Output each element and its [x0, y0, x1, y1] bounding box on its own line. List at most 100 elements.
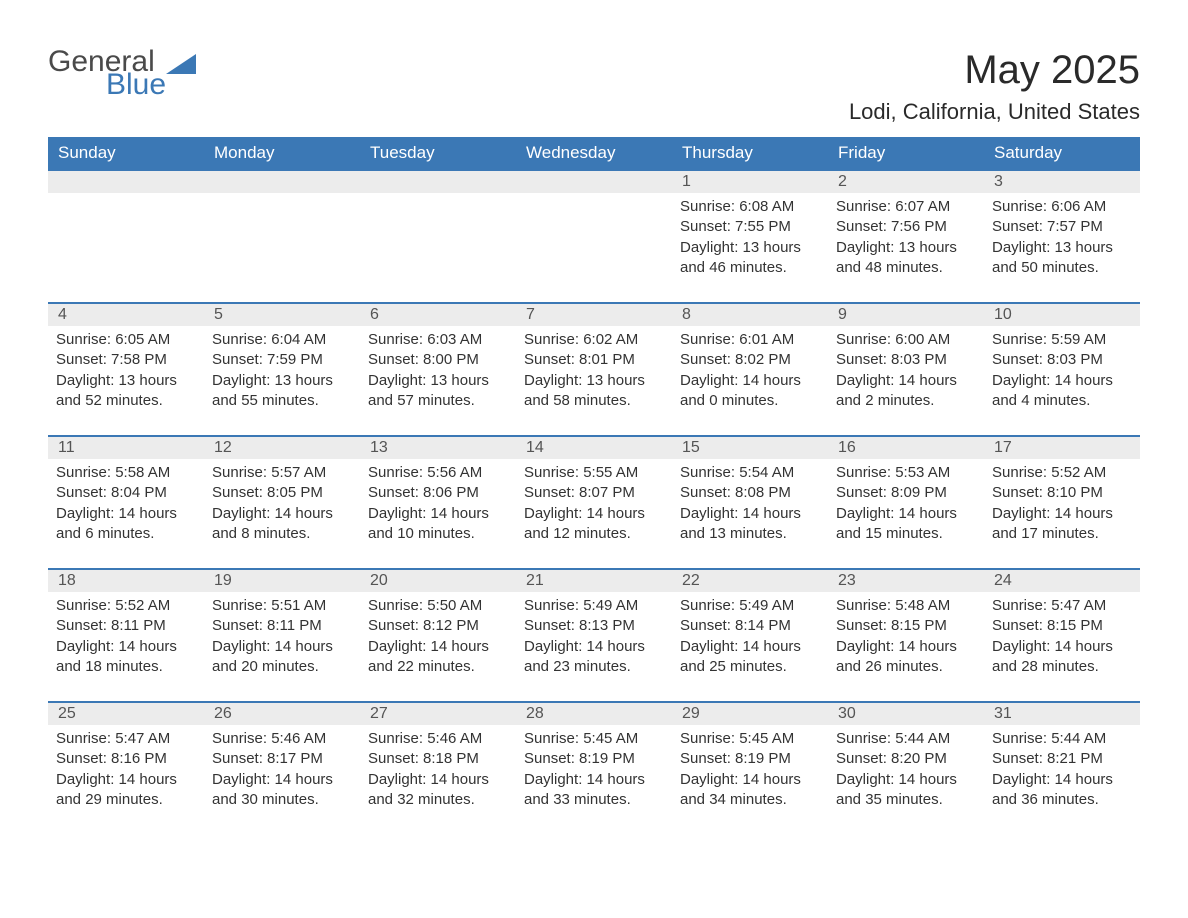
sunrise-line: Sunrise: 5:54 AM [680, 463, 820, 483]
day-number-cell: 22 [672, 569, 828, 592]
sunset-line: Sunset: 7:55 PM [680, 217, 820, 237]
sunset-line: Sunset: 8:11 PM [56, 616, 196, 636]
week-body-row: Sunrise: 5:58 AMSunset: 8:04 PMDaylight:… [48, 459, 1140, 569]
day-number-cell: 21 [516, 569, 672, 592]
day-body-cell [204, 193, 360, 303]
day-body-cell: Sunrise: 5:46 AMSunset: 8:17 PMDaylight:… [204, 725, 360, 835]
sunrise-line: Sunrise: 5:47 AM [992, 596, 1132, 616]
sunset-line: Sunset: 8:12 PM [368, 616, 508, 636]
sunrise-line: Sunrise: 5:49 AM [680, 596, 820, 616]
daylight-line: Daylight: 13 hours and 50 minutes. [992, 238, 1132, 279]
week-body-row: Sunrise: 6:05 AMSunset: 7:58 PMDaylight:… [48, 326, 1140, 436]
day-number-cell: 17 [984, 436, 1140, 459]
sunset-line: Sunset: 8:08 PM [680, 483, 820, 503]
daylight-line: Daylight: 13 hours and 57 minutes. [368, 371, 508, 412]
week-body-row: Sunrise: 5:47 AMSunset: 8:16 PMDaylight:… [48, 725, 1140, 835]
day-number-cell: 24 [984, 569, 1140, 592]
day-body-cell: Sunrise: 5:49 AMSunset: 8:14 PMDaylight:… [672, 592, 828, 702]
day-number-cell [204, 170, 360, 193]
logo: General Blue [48, 48, 202, 98]
sunrise-line: Sunrise: 5:55 AM [524, 463, 664, 483]
daylight-line: Daylight: 14 hours and 26 minutes. [836, 637, 976, 678]
daylight-line: Daylight: 14 hours and 35 minutes. [836, 770, 976, 811]
day-body-cell: Sunrise: 5:52 AMSunset: 8:10 PMDaylight:… [984, 459, 1140, 569]
day-number-cell: 19 [204, 569, 360, 592]
sunrise-line: Sunrise: 5:44 AM [992, 729, 1132, 749]
sunset-line: Sunset: 8:02 PM [680, 350, 820, 370]
day-number-cell: 25 [48, 702, 204, 725]
sunset-line: Sunset: 8:04 PM [56, 483, 196, 503]
sunrise-line: Sunrise: 6:01 AM [680, 330, 820, 350]
page-subtitle: Lodi, California, United States [849, 99, 1140, 125]
page-header: General Blue May 2025 Lodi, California, … [48, 48, 1140, 125]
day-number-cell: 1 [672, 170, 828, 193]
day-body-cell: Sunrise: 6:08 AMSunset: 7:55 PMDaylight:… [672, 193, 828, 303]
week-daynum-row: 25262728293031 [48, 702, 1140, 725]
day-body-cell [48, 193, 204, 303]
day-number-cell: 4 [48, 303, 204, 326]
logo-triangle-icon [166, 52, 202, 80]
sunset-line: Sunset: 8:13 PM [524, 616, 664, 636]
day-header-row: SundayMondayTuesdayWednesdayThursdayFrid… [48, 137, 1140, 170]
sunrise-line: Sunrise: 6:06 AM [992, 197, 1132, 217]
day-body-cell: Sunrise: 6:02 AMSunset: 8:01 PMDaylight:… [516, 326, 672, 436]
sunset-line: Sunset: 8:06 PM [368, 483, 508, 503]
daylight-line: Daylight: 13 hours and 48 minutes. [836, 238, 976, 279]
day-body-cell: Sunrise: 5:44 AMSunset: 8:20 PMDaylight:… [828, 725, 984, 835]
sunrise-line: Sunrise: 6:05 AM [56, 330, 196, 350]
day-number-cell: 11 [48, 436, 204, 459]
sunrise-line: Sunrise: 5:45 AM [524, 729, 664, 749]
daylight-line: Daylight: 14 hours and 34 minutes. [680, 770, 820, 811]
daylight-line: Daylight: 13 hours and 46 minutes. [680, 238, 820, 279]
day-number-cell: 28 [516, 702, 672, 725]
day-body-cell: Sunrise: 5:57 AMSunset: 8:05 PMDaylight:… [204, 459, 360, 569]
day-number-cell [360, 170, 516, 193]
day-number-cell: 8 [672, 303, 828, 326]
daylight-line: Daylight: 14 hours and 22 minutes. [368, 637, 508, 678]
daylight-line: Daylight: 14 hours and 13 minutes. [680, 504, 820, 545]
sunset-line: Sunset: 7:56 PM [836, 217, 976, 237]
sunset-line: Sunset: 7:57 PM [992, 217, 1132, 237]
day-number-cell: 15 [672, 436, 828, 459]
day-number-cell: 5 [204, 303, 360, 326]
sunrise-line: Sunrise: 5:57 AM [212, 463, 352, 483]
day-header: Tuesday [360, 137, 516, 170]
daylight-line: Daylight: 14 hours and 30 minutes. [212, 770, 352, 811]
daylight-line: Daylight: 14 hours and 6 minutes. [56, 504, 196, 545]
sunset-line: Sunset: 8:18 PM [368, 749, 508, 769]
sunset-line: Sunset: 8:09 PM [836, 483, 976, 503]
week-body-row: Sunrise: 5:52 AMSunset: 8:11 PMDaylight:… [48, 592, 1140, 702]
day-number-cell: 23 [828, 569, 984, 592]
sunrise-line: Sunrise: 5:49 AM [524, 596, 664, 616]
day-body-cell: Sunrise: 5:55 AMSunset: 8:07 PMDaylight:… [516, 459, 672, 569]
week-daynum-row: 18192021222324 [48, 569, 1140, 592]
sunset-line: Sunset: 8:21 PM [992, 749, 1132, 769]
daylight-line: Daylight: 13 hours and 52 minutes. [56, 371, 196, 412]
sunrise-line: Sunrise: 5:44 AM [836, 729, 976, 749]
sunset-line: Sunset: 8:20 PM [836, 749, 976, 769]
day-number-cell: 9 [828, 303, 984, 326]
daylight-line: Daylight: 14 hours and 36 minutes. [992, 770, 1132, 811]
daylight-line: Daylight: 14 hours and 12 minutes. [524, 504, 664, 545]
day-number-cell: 10 [984, 303, 1140, 326]
day-number-cell: 18 [48, 569, 204, 592]
day-body-cell [516, 193, 672, 303]
sunrise-line: Sunrise: 5:52 AM [992, 463, 1132, 483]
daylight-line: Daylight: 14 hours and 8 minutes. [212, 504, 352, 545]
day-body-cell: Sunrise: 5:45 AMSunset: 8:19 PMDaylight:… [516, 725, 672, 835]
sunset-line: Sunset: 8:15 PM [836, 616, 976, 636]
day-header: Sunday [48, 137, 204, 170]
sunrise-line: Sunrise: 5:46 AM [212, 729, 352, 749]
day-body-cell: Sunrise: 6:01 AMSunset: 8:02 PMDaylight:… [672, 326, 828, 436]
sunrise-line: Sunrise: 6:00 AM [836, 330, 976, 350]
calendar-table: SundayMondayTuesdayWednesdayThursdayFrid… [48, 137, 1140, 835]
day-body-cell: Sunrise: 5:54 AMSunset: 8:08 PMDaylight:… [672, 459, 828, 569]
day-header: Saturday [984, 137, 1140, 170]
sunset-line: Sunset: 8:05 PM [212, 483, 352, 503]
sunset-line: Sunset: 8:07 PM [524, 483, 664, 503]
sunset-line: Sunset: 7:58 PM [56, 350, 196, 370]
daylight-line: Daylight: 14 hours and 25 minutes. [680, 637, 820, 678]
day-body-cell: Sunrise: 6:03 AMSunset: 8:00 PMDaylight:… [360, 326, 516, 436]
page-title: May 2025 [849, 48, 1140, 93]
day-body-cell: Sunrise: 6:05 AMSunset: 7:58 PMDaylight:… [48, 326, 204, 436]
